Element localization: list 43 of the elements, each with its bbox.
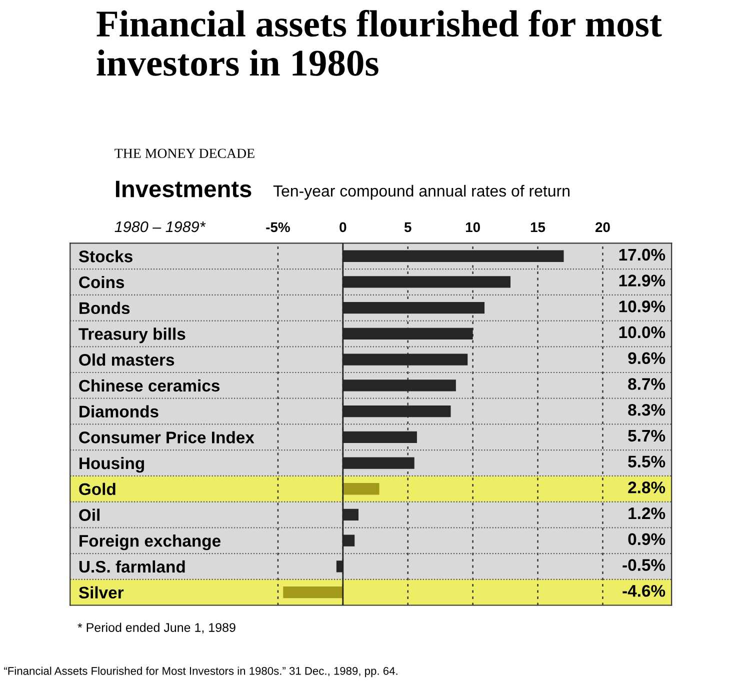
data-label: 10.0% (619, 326, 666, 338)
text: “Financial Assets Flourished for Most Investors in 1980s.” 31 Dec., 1989, pp. 64. (4, 666, 398, 678)
x-tick-label: 15 (530, 222, 546, 232)
bar (283, 586, 343, 598)
y-tick-label: Housing (80, 456, 144, 473)
y-tick-label: Bonds (80, 302, 130, 314)
x-tick-label: 5 (404, 222, 412, 232)
y-tick-label: Silver (78, 586, 124, 599)
y-tick-label: Stocks (78, 250, 132, 262)
data-label: 8.3% (628, 404, 666, 416)
data-label: -4.6% (622, 584, 666, 597)
x-tick-label: 20 (595, 222, 610, 232)
data-label: 1.2% (628, 507, 666, 520)
y-tick-label: Foreign exchange (80, 534, 220, 550)
data-label: 2.8% (628, 482, 666, 494)
data-label: 5.5% (628, 456, 666, 468)
data-label: 12.9% (619, 274, 666, 286)
y-tick-label: Treasury bills (78, 328, 186, 344)
y-tick-label: Chinese ceramics (79, 379, 220, 392)
y-tick-label: Consumer Price Index (79, 431, 254, 444)
text: Ten-year compound annual rates of return (273, 184, 570, 200)
data-label: 17.0% (619, 248, 666, 261)
chart-subtitle: THE MONEY DECADE (114, 148, 254, 158)
chart-title: Financial assets flourished for most investors in 1980s (96, 10, 662, 76)
x-tick-label: 10 (466, 222, 480, 232)
text: Investments (116, 180, 252, 198)
text: * Period ended June 1, 1989 (78, 622, 236, 634)
y-tick-label: Diamonds (80, 405, 158, 418)
x-tick-label: -5% (266, 222, 290, 232)
data-label: 8.7% (628, 378, 666, 390)
x-tick-label: 0 (340, 222, 346, 232)
y-tick-label: Old masters (79, 354, 174, 366)
data-label: 10.9% (619, 300, 666, 312)
data-label: -0.5% (622, 559, 666, 571)
y-tick-label: Gold (79, 482, 116, 496)
y-tick-label: Oil (79, 508, 100, 521)
y-axis-title: 1980 – 1989* (114, 221, 206, 232)
bar (342, 483, 380, 495)
y-tick-label: U.S. farmland (79, 560, 185, 573)
data-label: 0.9% (628, 533, 666, 546)
y-tick-label: Coins (79, 276, 124, 288)
data-label: 5.7% (628, 430, 666, 442)
data-label: 9.6% (628, 352, 666, 364)
